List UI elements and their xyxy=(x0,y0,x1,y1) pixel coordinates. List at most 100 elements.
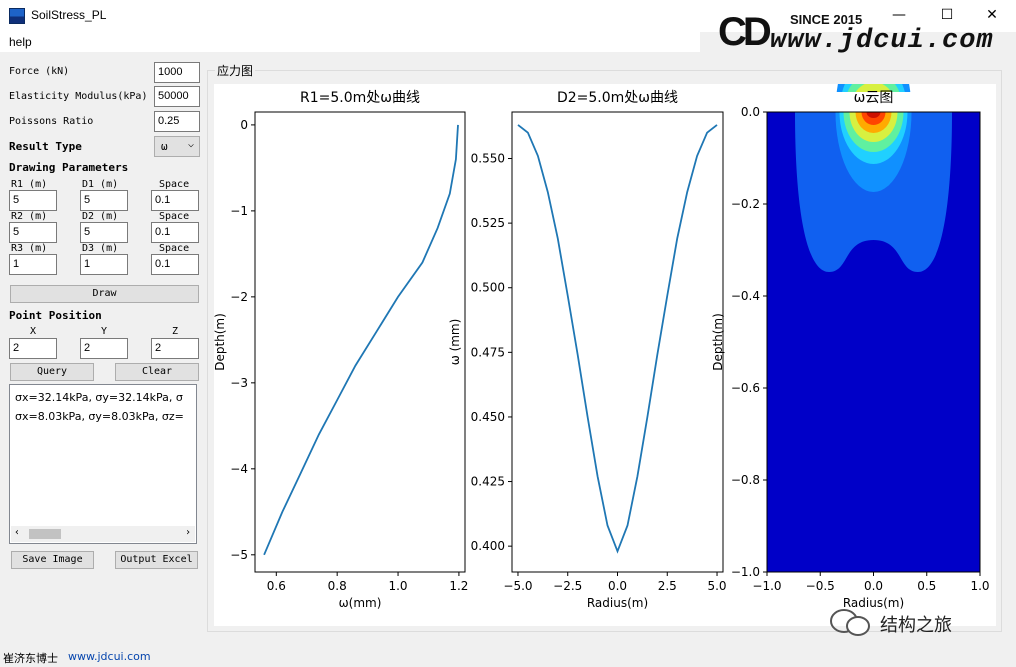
x-tick-label: 0.5 xyxy=(917,579,936,593)
menu-bar xyxy=(0,32,700,52)
space1-input[interactable]: 0.1 xyxy=(151,190,199,211)
result-line: σx=8.03kPa, σy=8.03kPa, σz= xyxy=(15,410,184,423)
x-label: X xyxy=(30,326,37,337)
result-type-select[interactable]: ω ⌵ xyxy=(154,136,200,157)
elasticity-input[interactable]: 50000 xyxy=(154,86,200,107)
poissons-input[interactable]: 0.25 xyxy=(154,111,200,132)
x-tick-label: 1.0 xyxy=(388,579,407,593)
result-type-label: Result Type xyxy=(9,140,82,153)
space3-input[interactable]: 0.1 xyxy=(151,254,199,275)
z-label: Z xyxy=(172,326,179,337)
y-tick-label: 0.500 xyxy=(471,281,505,295)
chevron-down-icon: ⌵ xyxy=(187,139,194,150)
y-axis-label: ω (mm) xyxy=(448,319,462,366)
chart-figure: 0.6 0.8 1.0 1.2 0 −1 −2 −3 −4 −5 R1=5.0m处ω曲线 ω(mm) D… xyxy=(213,32,990,610)
y-axis-label: Depth(m) xyxy=(711,313,725,371)
x-tick-label: 0.0 xyxy=(864,579,883,593)
x-tick-label: 1.2 xyxy=(449,579,468,593)
z-input[interactable]: 2 xyxy=(151,338,199,359)
x-tick-label: 0.6 xyxy=(267,579,286,593)
d1-label: D1 (m) xyxy=(82,179,119,190)
chart-title: ω云图 xyxy=(854,90,894,106)
y-tick-label: −5 xyxy=(230,548,248,562)
draw-button[interactable]: Draw xyxy=(10,285,199,303)
y-tick-label: 0 xyxy=(240,118,248,132)
y-tick-label: 0.425 xyxy=(471,475,505,489)
y-tick-label: −2 xyxy=(230,290,248,304)
chart-title: D2=5.0m处ω曲线 xyxy=(557,90,678,106)
query-button[interactable]: Query xyxy=(10,363,94,381)
r3-input[interactable]: 1 xyxy=(9,254,57,275)
scroll-left-arrow-icon[interactable]: ‹ xyxy=(14,527,21,538)
status-url[interactable]: www.jdcui.com xyxy=(68,650,151,663)
contour-clip-top xyxy=(767,92,980,112)
force-label: Force (kN) xyxy=(9,66,70,77)
space2-label: Space xyxy=(159,211,190,222)
y-tick-label: −1 xyxy=(230,204,248,218)
x-tick-label: 5.0 xyxy=(707,579,726,593)
chart-groupbox xyxy=(207,70,1002,632)
y-tick-label: 0.550 xyxy=(471,152,505,166)
y-tick-label: −0.2 xyxy=(731,197,760,211)
x-tick-label: −5.0 xyxy=(503,579,532,593)
y-tick-label: 0.450 xyxy=(471,410,505,424)
title-bar xyxy=(0,0,1016,32)
status-author: 崔济东博士 xyxy=(3,652,58,665)
point-position-heading: Point Position xyxy=(9,309,102,322)
y-tick-label: −3 xyxy=(230,376,248,390)
space1-label: Space xyxy=(159,179,190,190)
r1-label: R1 (m) xyxy=(11,179,48,190)
x-tick-label: −2.5 xyxy=(553,579,582,593)
y-tick-label: −0.8 xyxy=(731,473,760,487)
poissons-label: Poissons Ratio xyxy=(9,116,94,127)
horizontal-scrollbar[interactable]: ‹ › xyxy=(11,526,195,542)
result-type-value: ω xyxy=(161,140,168,153)
minimize-button[interactable]: — xyxy=(892,7,906,23)
watermark-text: 结构之旅 xyxy=(880,615,952,636)
y-axis-label: Depth(m) xyxy=(214,313,227,371)
x-tick-label: 2.5 xyxy=(658,579,677,593)
y-label: Y xyxy=(101,326,108,337)
plot-frame xyxy=(511,111,724,573)
x-input[interactable]: 2 xyxy=(9,338,57,359)
y-tick-label: −0.4 xyxy=(731,289,760,303)
wechat-icon xyxy=(830,609,870,636)
d2-label: D2 (m) xyxy=(82,211,119,222)
x-axis-label: Radius(m) xyxy=(587,596,648,610)
app-icon xyxy=(9,8,25,24)
close-button[interactable]: ✕ xyxy=(986,7,998,23)
logo-mark: CD xyxy=(718,10,772,54)
x-tick-label: −0.5 xyxy=(806,579,835,593)
x-tick-label: 1.0 xyxy=(970,579,989,593)
d2-input[interactable]: 5 xyxy=(80,222,128,243)
y-tick-label: −1.0 xyxy=(731,565,760,579)
force-input[interactable]: 1000 xyxy=(154,62,200,83)
r1-input[interactable]: 5 xyxy=(9,190,57,211)
scroll-right-arrow-icon[interactable]: › xyxy=(184,527,191,538)
y-tick-label: −0.6 xyxy=(731,381,760,395)
r2-input[interactable]: 5 xyxy=(9,222,57,243)
d3-input[interactable]: 1 xyxy=(80,254,128,275)
y-input[interactable]: 2 xyxy=(80,338,128,359)
d1-input[interactable]: 5 xyxy=(80,190,128,211)
x-tick-label: −1.0 xyxy=(752,579,781,593)
save-image-button[interactable]: Save Image xyxy=(11,551,94,569)
d3-label: D3 (m) xyxy=(82,243,119,254)
clear-button[interactable]: Clear xyxy=(115,363,199,381)
drawing-parameters-heading: Drawing Parameters xyxy=(9,161,129,174)
results-textbox[interactable]: σx=32.14kPa, σy=32.14kPa, σ σx=8.03kPa, … xyxy=(9,384,197,544)
space2-input[interactable]: 0.1 xyxy=(151,222,199,243)
output-excel-button[interactable]: Output Excel xyxy=(115,551,198,569)
scroll-thumb[interactable] xyxy=(29,529,61,539)
x-axis-label: ω(mm) xyxy=(339,596,382,610)
r3-label: R3 (m) xyxy=(11,243,48,254)
chart-title: R1=5.0m处ω曲线 xyxy=(300,90,420,106)
x-tick-label: 0.8 xyxy=(328,579,347,593)
status-bar xyxy=(0,647,1016,667)
maximize-button[interactable]: ☐ xyxy=(940,7,954,23)
menu-help[interactable]: help xyxy=(9,35,32,49)
x-tick-label: 0.0 xyxy=(608,579,627,593)
logo-since: SINCE 2015 xyxy=(790,12,863,27)
r2-label: R2 (m) xyxy=(11,211,48,222)
y-tick-label: 0.475 xyxy=(471,345,505,359)
